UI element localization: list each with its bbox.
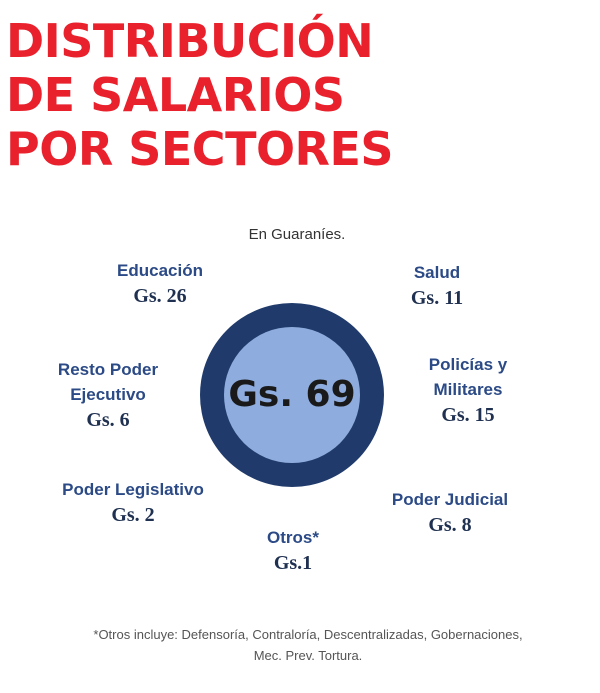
sector-name: Otros*	[267, 528, 319, 547]
sector-name: Policías y Militares	[428, 355, 508, 399]
sector-value: Gs. 8	[428, 514, 472, 536]
title-line-3: POR SECTORES	[6, 122, 394, 176]
footnote-line-2: Mec. Prev. Tortura.	[253, 648, 363, 663]
sector-value: Gs. 6	[86, 409, 130, 431]
chart-subtitle: En Guaraníes.	[248, 226, 346, 243]
sector-poder-judicial: Poder Judicial Gs. 8	[350, 487, 550, 538]
page-title: DISTRIBUCIÓN DE SALARIOS POR SECTORES	[6, 14, 394, 176]
sector-salud: Salud Gs. 11	[337, 260, 537, 311]
sector-poder-legislativo: Poder Legislativo Gs. 2	[33, 477, 233, 528]
footnote: *Otros incluye: Defensoría, Contraloría,…	[0, 624, 600, 666]
sector-name: Poder Legislativo	[62, 480, 204, 499]
sector-value: Gs. 26	[133, 285, 187, 307]
sector-policias-y-militares: Policías y Militares Gs. 15	[368, 352, 568, 428]
sector-name: Salud	[413, 263, 461, 282]
total-value: Gs. 69	[228, 374, 356, 415]
sector-name: Resto Poder Ejecutivo	[57, 360, 159, 404]
sector-name: Educación	[117, 261, 203, 280]
sector-otros: Otros* Gs.1	[193, 525, 393, 576]
title-line-1: DISTRIBUCIÓN	[6, 14, 374, 68]
sector-value: Gs.1	[273, 552, 313, 574]
total-ring	[200, 303, 384, 487]
total-ring-inner	[224, 327, 360, 463]
sector-educacion: Educación Gs. 26	[60, 258, 260, 309]
sector-value: Gs. 2	[111, 504, 155, 526]
footnote-line-1: *Otros incluye: Defensoría, Contraloría,…	[93, 627, 523, 642]
sector-resto-poder-ejecutivo: Resto Poder Ejecutivo Gs. 6	[8, 357, 208, 433]
title-line-2: DE SALARIOS	[6, 68, 345, 122]
sector-name: Poder Judicial	[391, 490, 509, 509]
sector-value: Gs. 11	[410, 287, 464, 309]
sector-value: Gs. 15	[441, 404, 495, 426]
